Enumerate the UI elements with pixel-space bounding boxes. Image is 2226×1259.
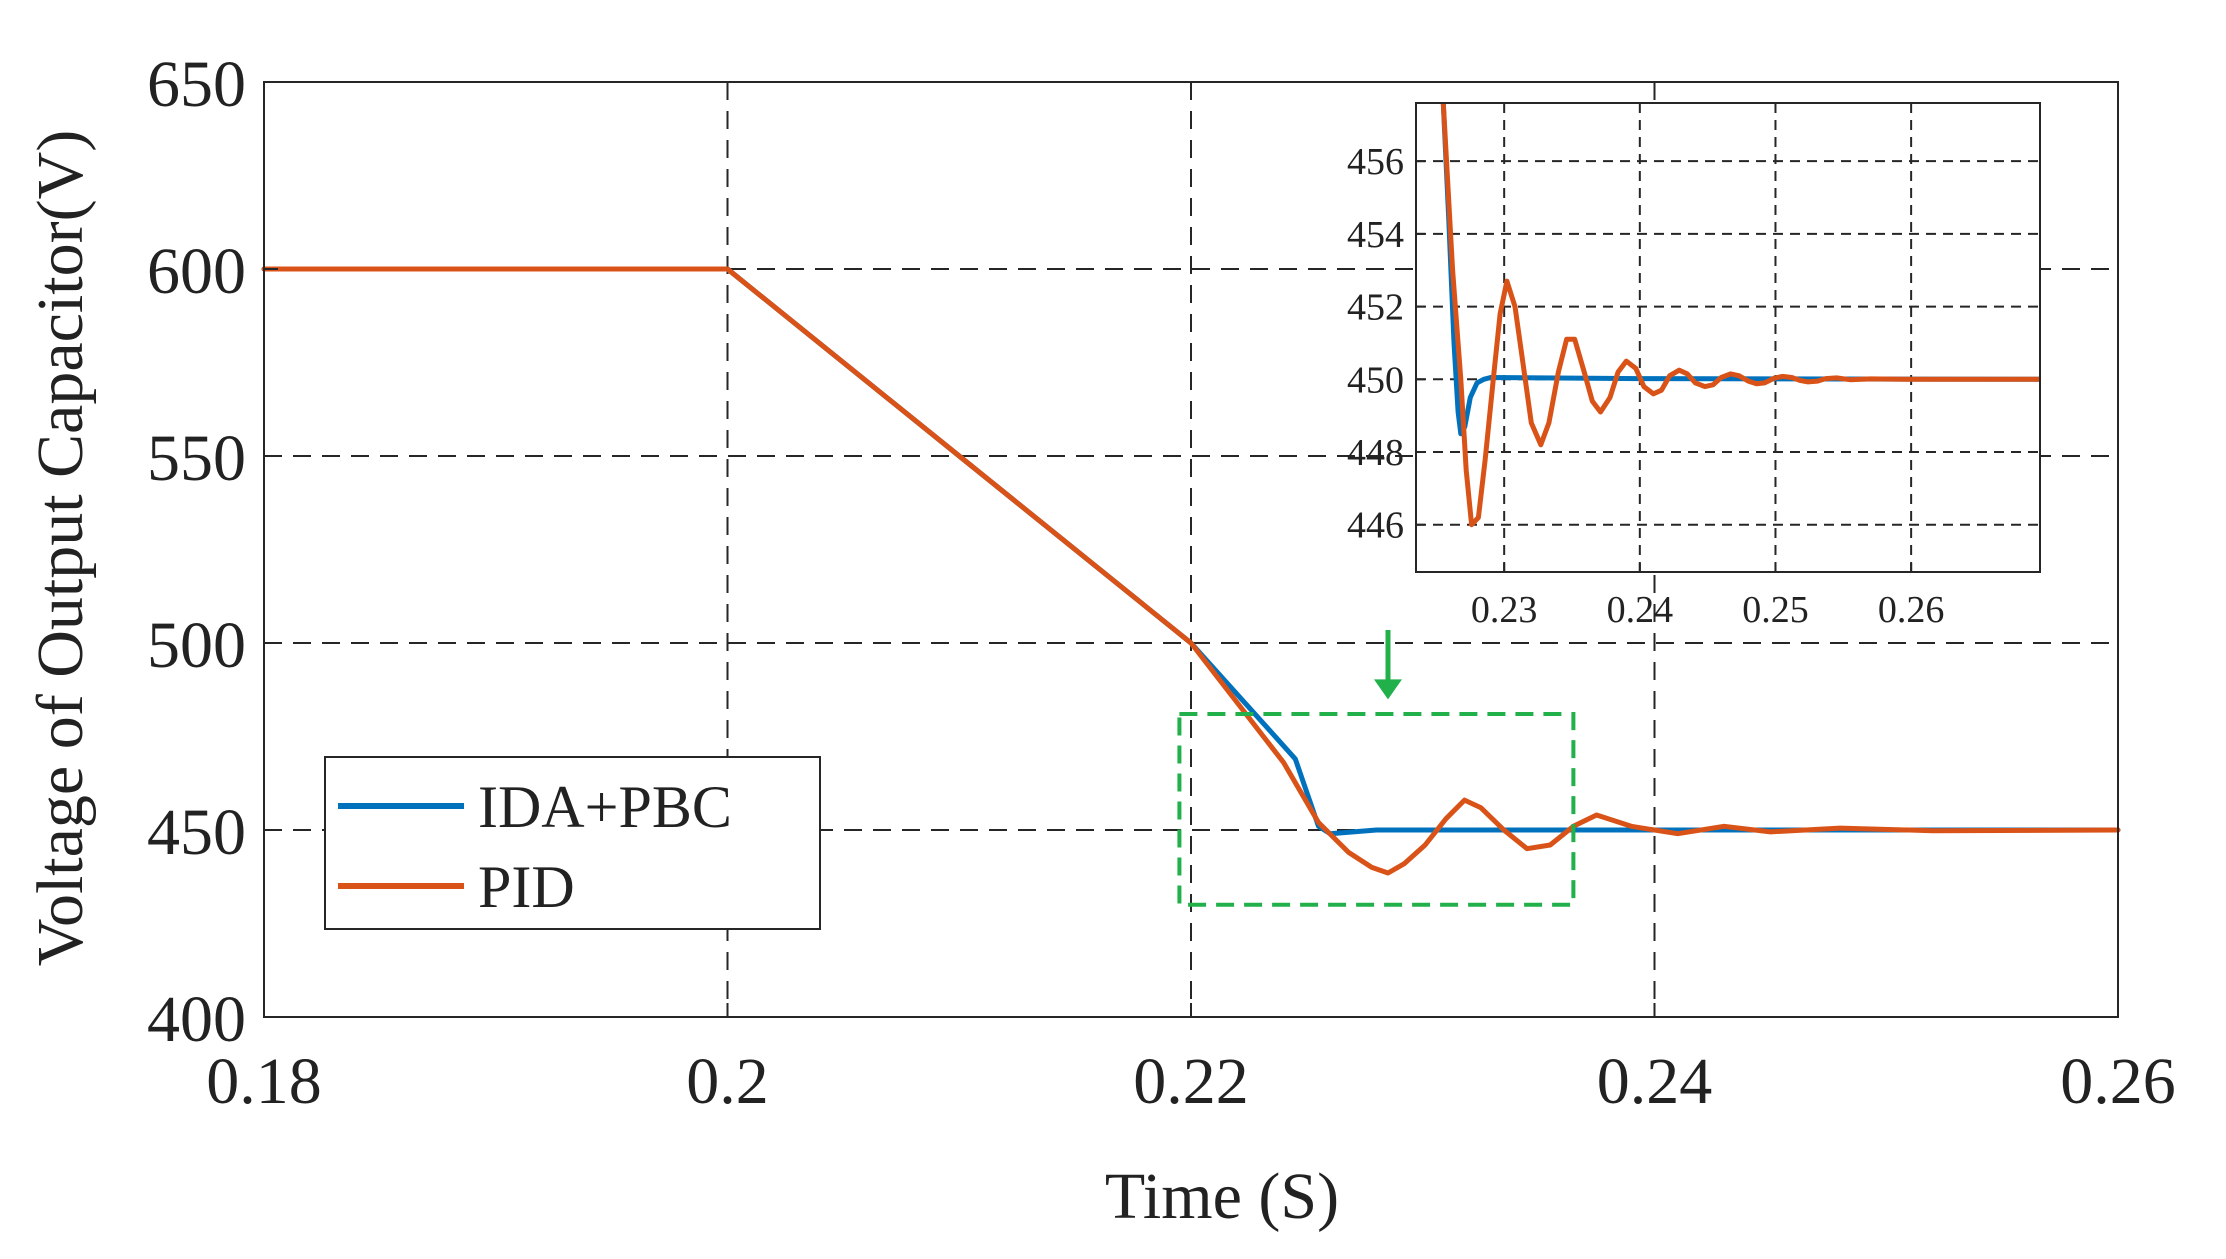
y-tick-label-450: 450 — [147, 796, 246, 869]
y-tick-label-400: 400 — [147, 983, 246, 1056]
y-tick-label-600: 600 — [147, 235, 246, 308]
zoom-arrow-head — [1373, 679, 1402, 700]
inset-series — [1440, 103, 2040, 528]
inset-frame — [1415, 102, 2041, 573]
legend-label-pid: PID — [478, 854, 575, 920]
inset-x-tick-label-0-23: 0.23 — [1471, 589, 1538, 631]
inset-y-tick-label-452: 452 — [1347, 287, 1404, 329]
main-x-ticks: 0.18 0.2 0.22 0.24 0.26 — [206, 1003, 2176, 1118]
legend-box — [324, 756, 821, 930]
y-axis-title: Voltage of Output Capacitor(V) — [24, 130, 97, 966]
inset-series-line-ida-pbc — [1440, 103, 2040, 437]
y-tick-label-650: 650 — [147, 48, 246, 121]
x-tick-label-0-18: 0.18 — [206, 1045, 322, 1118]
inset-background — [1416, 103, 2040, 572]
main-series — [261, 266, 2121, 876]
series-line-pid — [261, 266, 2121, 876]
y-tick-label-550: 550 — [147, 422, 246, 495]
x-tick-label-0-26: 0.26 — [2060, 1045, 2176, 1118]
inset-y-tick-label-450: 450 — [1347, 359, 1404, 401]
inset-y-ticks: 446 448 450 452 454 456 — [1347, 141, 1425, 547]
inset-series-line-pid — [1440, 103, 2040, 528]
x-tick-label-0-22: 0.22 — [1133, 1045, 1249, 1118]
inset-y-tick-label-446: 446 — [1347, 505, 1404, 547]
y-tick-label-500: 500 — [147, 609, 246, 682]
inset-plot: 0.23 0.24 0.25 0.26 446 448 450 452 454 456 — [1347, 102, 2041, 631]
x-axis-title: Time (S) — [1105, 1160, 1339, 1233]
inset-y-tick-label-448: 448 — [1347, 432, 1404, 474]
main-y-ticks: 400 450 500 550 600 650 — [147, 48, 278, 1056]
x-tick-label-0-24: 0.24 — [1597, 1045, 1713, 1118]
inset-x-ticks: 0.23 0.24 0.25 0.26 — [1471, 563, 1944, 631]
legend: IDA+PBC PID — [324, 756, 821, 930]
zoom-region-box — [1177, 712, 1576, 907]
legend-label-ida-pbc: IDA+PBC — [478, 774, 732, 840]
inset-x-tick-label-0-26: 0.26 — [1878, 589, 1945, 631]
x-tick-label-0-2: 0.2 — [686, 1045, 769, 1118]
annotations — [1177, 629, 1576, 907]
inset-x-tick-label-0-24: 0.24 — [1607, 589, 1674, 631]
inset-y-tick-label-456: 456 — [1347, 141, 1404, 183]
inset-x-tick-label-0-25: 0.25 — [1742, 589, 1809, 631]
inset-y-tick-label-454: 454 — [1347, 214, 1404, 256]
